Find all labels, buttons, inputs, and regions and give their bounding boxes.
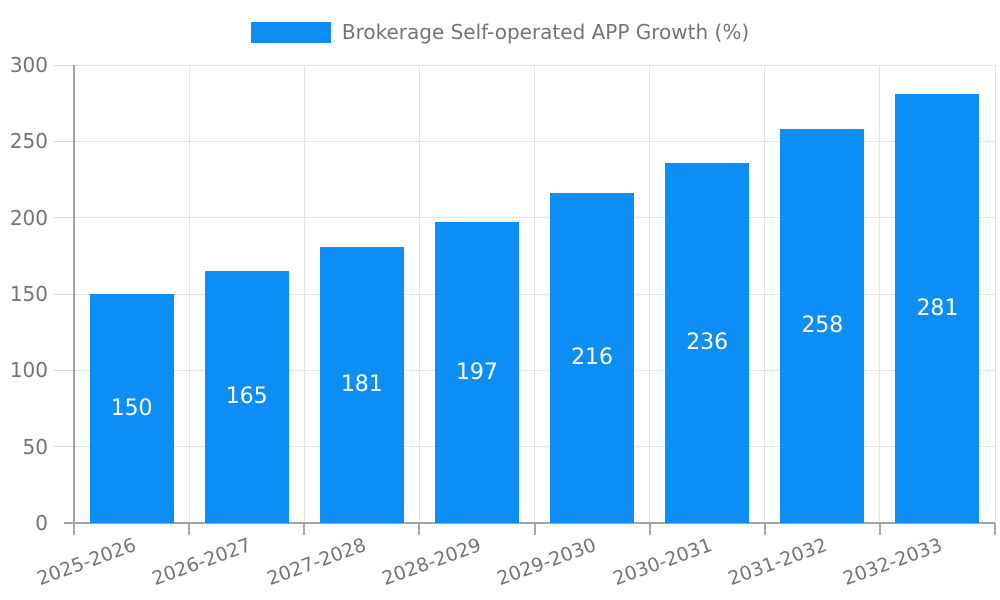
y-tick [54, 446, 74, 448]
bar-value-label: 236 [686, 329, 729, 355]
x-axis-tick-label: 2025-2026 [34, 534, 140, 591]
x-gridline [764, 65, 766, 523]
y-axis-tick-label: 100 [9, 358, 48, 383]
x-axis-tick-label: 2030-2031 [609, 534, 715, 591]
x-gridline [303, 65, 305, 523]
bar[interactable] [665, 162, 750, 523]
bar-value-label: 281 [916, 295, 959, 321]
y-tick [54, 140, 74, 142]
bar[interactable] [434, 222, 519, 523]
bar[interactable] [319, 246, 404, 523]
x-gridline [879, 65, 881, 523]
legend[interactable]: Brokerage Self-operated APP Growth (%) [0, 20, 1000, 44]
x-tick [73, 523, 75, 535]
y-axis-tick-label: 0 [35, 511, 48, 535]
x-tick [763, 523, 766, 535]
y-tick [54, 293, 74, 295]
x-tick [188, 523, 191, 535]
y-tick [54, 64, 74, 66]
bar[interactable] [550, 193, 635, 523]
x-axis-tick-label: 2031-2032 [724, 534, 830, 591]
x-axis-tick-label: 2032-2033 [840, 534, 945, 591]
x-gridline [418, 65, 420, 523]
x-tick [418, 523, 421, 535]
bar[interactable] [89, 294, 174, 523]
x-axis-tick-label: 2029-2030 [494, 534, 600, 591]
x-tick [303, 523, 306, 535]
x-gridline [649, 65, 651, 523]
y-tick [54, 369, 74, 371]
x-gridline [994, 65, 996, 523]
x-gridline [534, 65, 535, 523]
bar-value-label: 258 [801, 313, 844, 339]
x-axis-tick-label: 2028-2029 [379, 534, 485, 591]
bar-value-label: 197 [455, 359, 498, 385]
x-axis-line [64, 522, 995, 524]
y-axis-line [73, 65, 75, 525]
y-tick [54, 217, 74, 219]
bar[interactable] [895, 94, 980, 523]
bar[interactable] [780, 129, 865, 523]
x-tick [533, 523, 536, 535]
x-tick [994, 523, 996, 535]
legend-swatch[interactable] [250, 21, 331, 43]
y-axis-tick-label: 250 [9, 129, 48, 154]
y-axis-tick-label: 300 [9, 53, 48, 77]
legend-label[interactable]: Brokerage Self-operated APP Growth (%) [341, 20, 750, 44]
bar-value-label: 216 [571, 345, 614, 371]
y-axis-tick-label: 200 [9, 205, 48, 230]
bar-value-label: 150 [110, 395, 153, 421]
y-axis-tick-label: 50 [22, 434, 48, 459]
y-axis-tick-label: 150 [9, 282, 48, 306]
x-gridline [188, 65, 190, 523]
bar-value-label: 181 [340, 371, 383, 397]
x-axis-tick-label: 2027-2028 [264, 534, 370, 591]
x-tick [878, 523, 881, 535]
bar[interactable] [204, 271, 289, 523]
x-axis-tick-label: 2026-2027 [149, 534, 255, 591]
bar-value-label: 165 [225, 384, 268, 410]
x-tick [648, 523, 651, 535]
